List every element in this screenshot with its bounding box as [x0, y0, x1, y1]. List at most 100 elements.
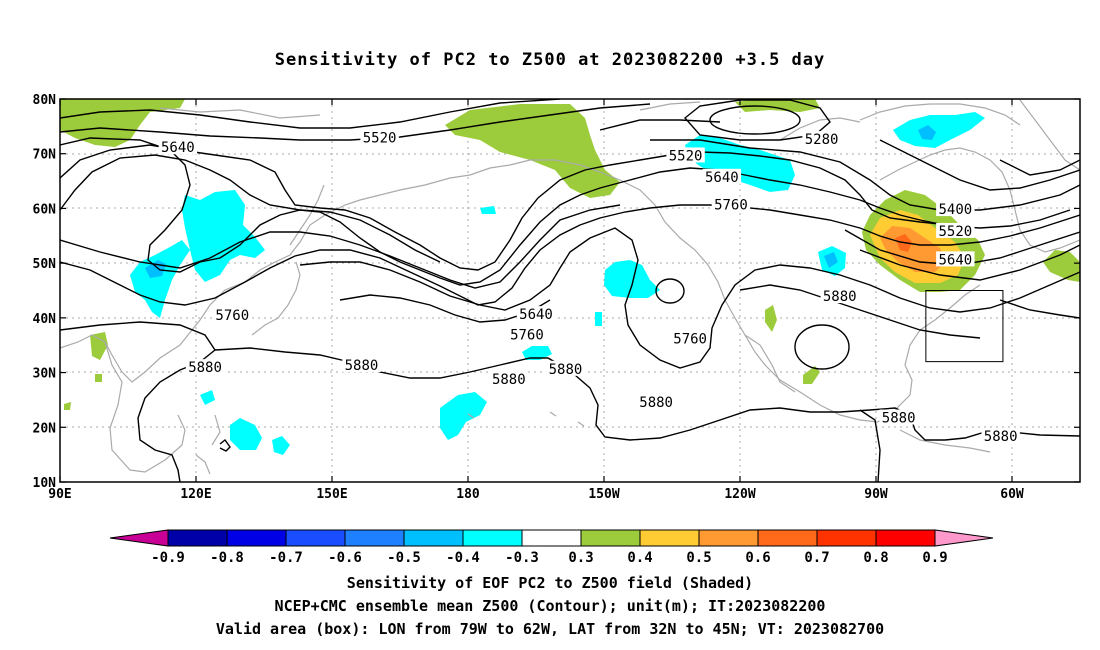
contour-label: 5280: [805, 132, 839, 148]
contour-label-bg: [342, 357, 381, 373]
contour-label-bg: [636, 394, 676, 410]
colorbar-left-triangle: [109, 529, 169, 547]
colorbar-label: -0.3: [505, 550, 539, 566]
contour-label: 5760: [215, 308, 249, 324]
negative-region: [230, 418, 262, 450]
colorbar-label: 0.8: [863, 550, 888, 566]
colorbar-label: -0.6: [328, 550, 362, 566]
contour-label: 5640: [705, 170, 739, 186]
contour-label-bg: [936, 222, 975, 238]
colorbar-swatch: [580, 529, 641, 547]
negative-region: [522, 346, 552, 360]
contour-label-bg: [516, 306, 556, 322]
colorbar-label: -0.8: [210, 550, 244, 566]
contour-label: 5760: [714, 198, 748, 214]
negative-region: [604, 260, 660, 298]
contour-label: 5880: [639, 395, 673, 411]
contour-label: 5640: [938, 252, 972, 268]
lon-tick-label: 120W: [724, 487, 755, 502]
positive-region: [803, 366, 820, 384]
contour-label: 5520: [363, 130, 397, 146]
lat-tick-label: 60N: [33, 202, 57, 217]
contour-label-bg: [666, 147, 705, 163]
valid-area-box: [925, 290, 1004, 363]
colorbar-swatch: [285, 529, 346, 547]
plot-frame: [59, 98, 1081, 483]
contour-label-bg: [489, 371, 528, 387]
lon-tick-label: 120E: [180, 487, 211, 502]
colorbar-label: -0.5: [387, 550, 421, 566]
colorbar: -0.9 -0.8 -0.7 -0.6 -0.5 -0.4 -0.3 0.3 0.4 0.5 0.6…: [109, 529, 994, 566]
colorbar-swatch: [816, 529, 877, 547]
positive-region: [445, 104, 620, 198]
negative-region: [595, 312, 602, 326]
negative-region: [893, 112, 985, 148]
contour-label-bg: [820, 288, 859, 304]
colorbar-swatch: [639, 529, 700, 547]
contour-label: 5760: [673, 332, 707, 348]
lon-tick-label: 60W: [1000, 487, 1024, 502]
contour-label-bg: [158, 139, 198, 155]
lat-tick-label: 70N: [33, 148, 57, 163]
lat-tick-label: 40N: [33, 312, 57, 327]
negative-region: [200, 390, 215, 405]
contour-label: 5880: [188, 360, 222, 376]
colorbar-swatch: [344, 529, 405, 547]
colorbar-label: -0.9: [151, 550, 185, 566]
contour-label-bg: [702, 168, 742, 184]
map-title: Sensitivity of PC2 to Z500 at 2023082200…: [274, 50, 826, 70]
contour-label: 5880: [345, 358, 379, 374]
contour-label-bg: [936, 201, 975, 217]
colorbar-swatch: [521, 529, 582, 547]
contour-label-bg: [802, 131, 841, 147]
colorbar-label: 0.3: [568, 550, 593, 566]
sensitivity-shading: [60, 99, 1080, 455]
contour-label-bg: [711, 196, 751, 212]
contour-label-bg: [507, 326, 547, 342]
colorbar-label: 0.9: [922, 550, 947, 566]
lon-tick-label: 90W: [864, 487, 888, 502]
contour-label: 5520: [669, 148, 703, 164]
contour-label: 5880: [492, 372, 526, 388]
contour-label: 5760: [510, 327, 544, 343]
contour-label-bg: [360, 129, 399, 145]
negative-region: [824, 252, 838, 268]
positive-region: [64, 402, 71, 410]
lat-tick-label: 30N: [33, 367, 57, 382]
caption-line-1: Sensitivity of EOF PC2 to Z500 field (Sh…: [346, 574, 754, 592]
negative-region: [480, 206, 496, 214]
negative-region: [272, 436, 290, 455]
colorbar-swatch: [226, 529, 287, 547]
colorbar-swatch: [698, 529, 759, 547]
colorbar-swatch: [167, 529, 228, 547]
colorbar-label: -0.7: [269, 550, 303, 566]
contour-label-bg: [213, 307, 252, 323]
lat-tick-label: 20N: [33, 421, 57, 436]
coastlines: [60, 99, 1080, 475]
contour-label-bg: [981, 428, 1020, 444]
lon-tick-label: 150E: [316, 487, 347, 502]
contour-label: 5640: [161, 140, 195, 156]
colorbar-label: 0.5: [686, 550, 711, 566]
contour-label: 5880: [549, 362, 583, 378]
negative-region: [182, 190, 265, 282]
colorbar-swatch: [875, 529, 936, 547]
lon-tick-label: 180: [456, 487, 480, 502]
caption-line-3: Valid area (box): LON from 79W to 62W, L…: [215, 620, 885, 638]
contour-label-bg: [185, 359, 225, 375]
colorbar-label: 0.6: [745, 550, 770, 566]
colorbar-swatch: [403, 529, 464, 547]
axis-ticks: 90E 120E 150E 180 150W 120W 90W 60W 10N 20N 30N 40N…: [33, 93, 1080, 502]
contour-label: 5880: [984, 429, 1018, 445]
colorbar-label: 0.4: [627, 550, 652, 566]
colorbar-label: 0.7: [804, 550, 829, 566]
lon-tick-label: 150W: [588, 487, 619, 502]
colorbar-right-triangle: [934, 529, 994, 547]
lat-tick-label: 50N: [33, 257, 57, 272]
lat-tick-label: 80N: [33, 93, 57, 108]
contour-label-bg: [546, 360, 585, 376]
colorbar-label: -0.4: [446, 550, 480, 566]
contour-label: 5520: [938, 224, 972, 240]
contour-label: 5880: [823, 289, 857, 305]
